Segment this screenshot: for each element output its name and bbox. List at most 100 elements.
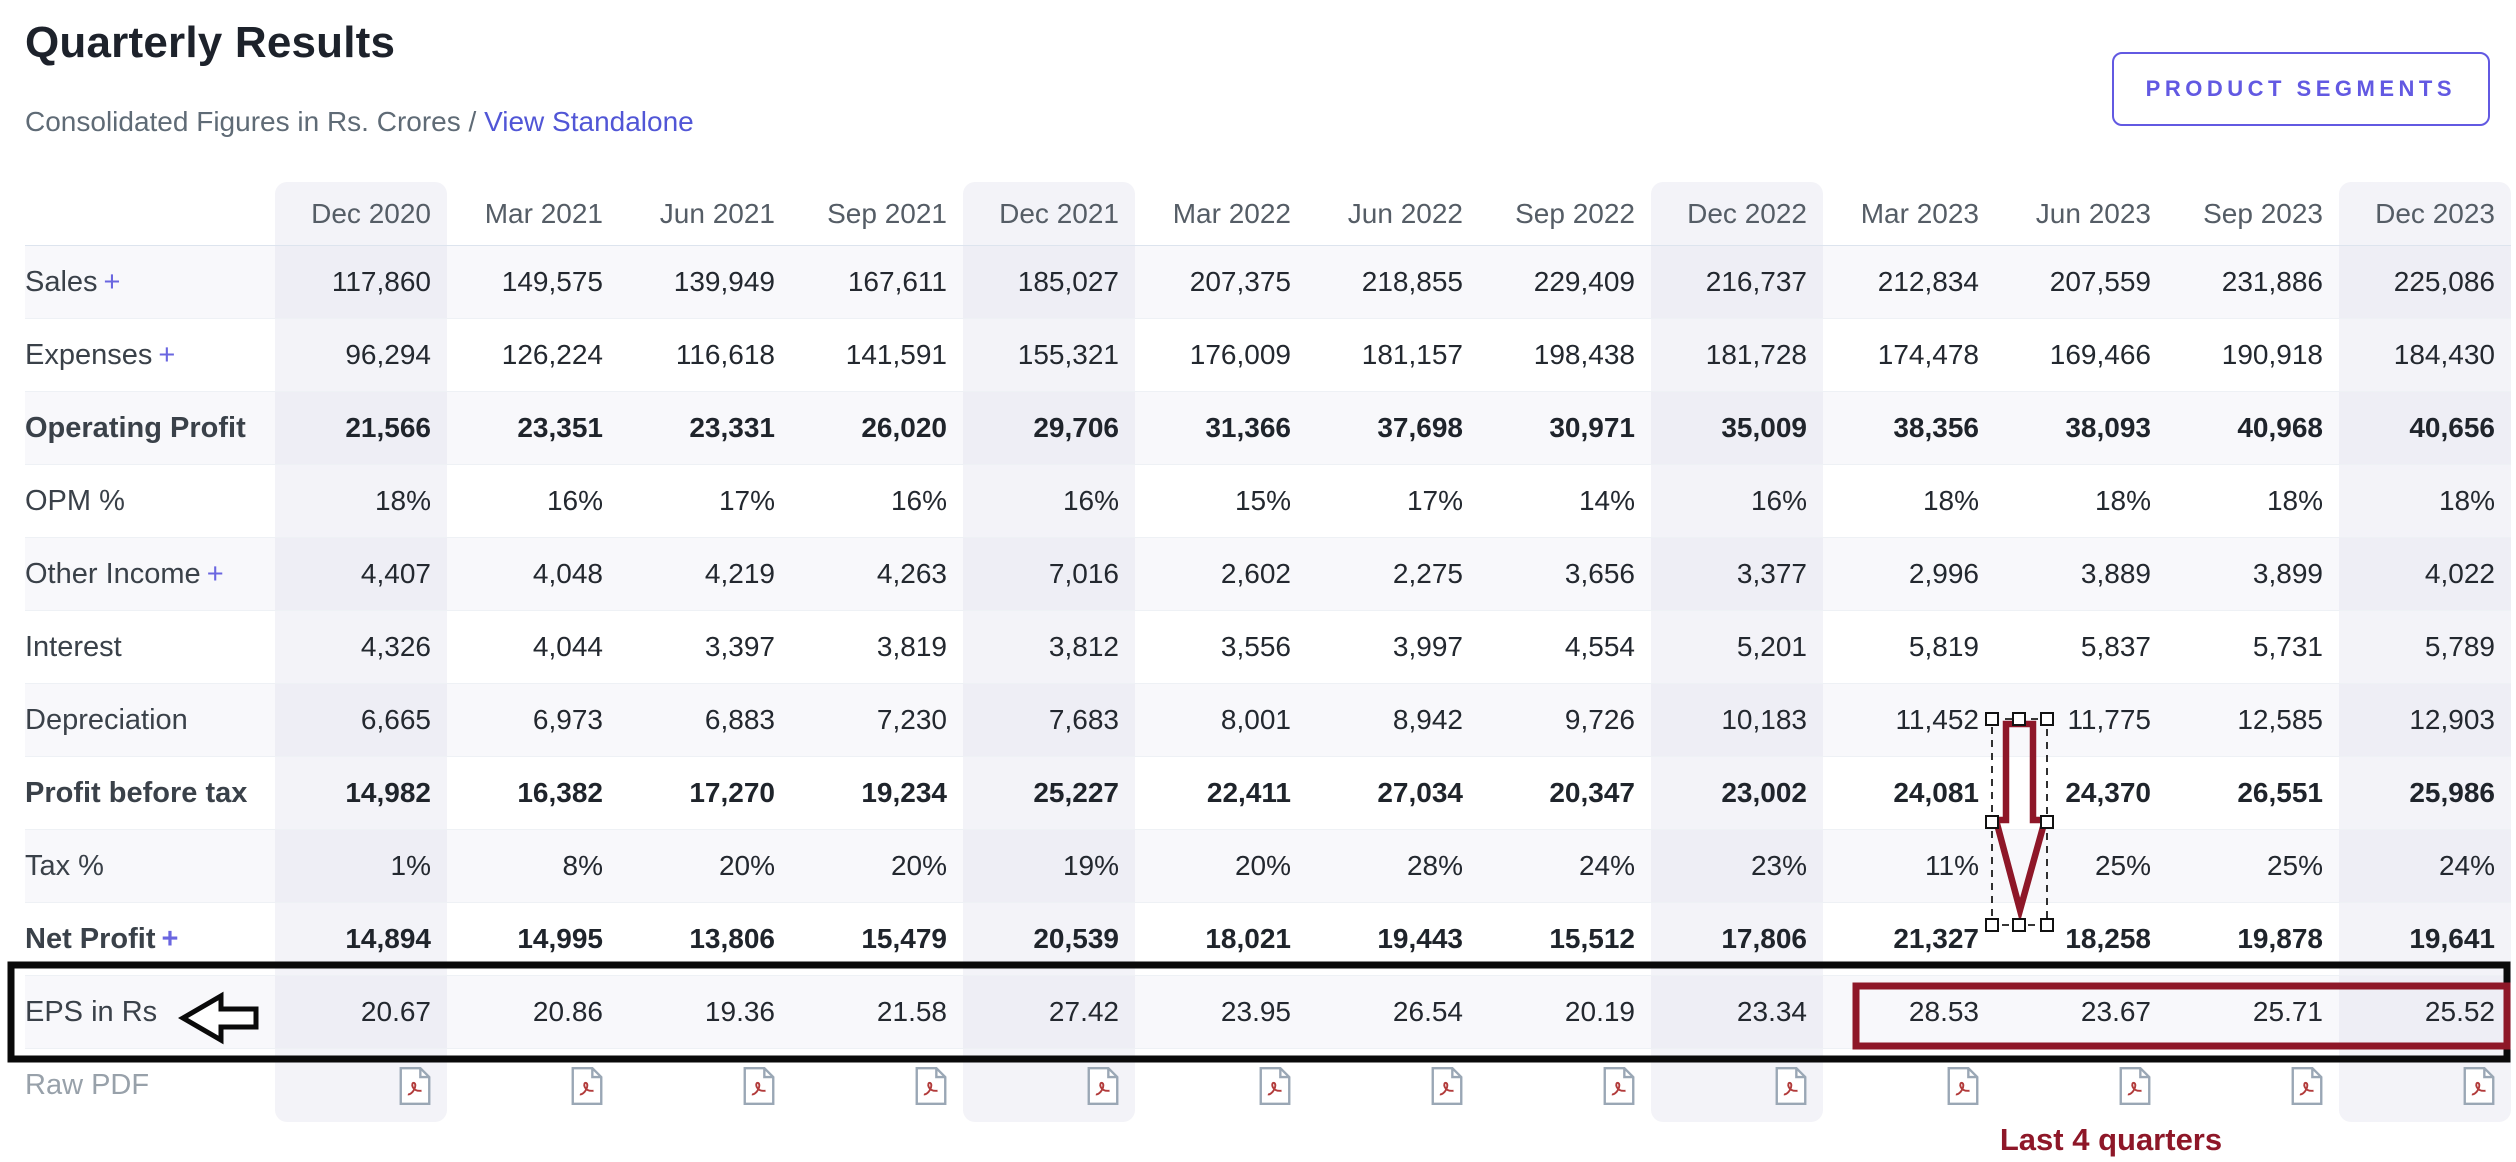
value-cell: 21,327 [1823,903,1995,976]
row-label[interactable]: Other Income + [25,538,275,611]
value-cell: 20% [1135,830,1307,903]
pdf-file-icon[interactable] [2463,1066,2495,1105]
pdf-file-icon[interactable] [571,1066,603,1105]
value-cell: 7,016 [963,538,1135,611]
value-cell: 126,224 [447,319,619,392]
value-cell: 27,034 [1307,757,1479,830]
column-header: Mar 2022 [1135,182,1307,246]
product-segments-button[interactable]: PRODUCT SEGMENTS [2111,52,2490,126]
value-cell: 40,968 [2167,392,2339,465]
pdf-file-icon[interactable] [915,1066,947,1105]
row-label: Tax % [25,830,275,903]
raw-pdf-cell[interactable] [275,1049,447,1122]
pdf-file-icon[interactable] [399,1066,431,1105]
raw-pdf-cell[interactable] [1995,1049,2167,1122]
pdf-file-icon[interactable] [1431,1066,1463,1105]
raw-pdf-cell[interactable] [1135,1049,1307,1122]
subtitle: Consolidated Figures in Rs. Crores / Vie… [25,106,694,138]
table-row: Net Profit +14,894 14,995 13,806 15,479 20,53… [25,903,2511,976]
value-cell: 26.54 [1307,976,1479,1049]
pdf-file-icon[interactable] [1603,1066,1635,1105]
raw-pdf-cell[interactable] [447,1049,619,1122]
value-cell: 25% [2167,830,2339,903]
value-cell: 5,837 [1995,611,2167,684]
raw-pdf-cell[interactable] [1479,1049,1651,1122]
value-cell: 9,726 [1479,684,1651,757]
value-cell: 8,942 [1307,684,1479,757]
value-cell: 190,918 [2167,319,2339,392]
value-cell: 17% [1307,465,1479,538]
table-row: Depreciation 6,665 6,973 6,883 7,230 7,683 8,0… [25,684,2511,757]
value-cell: 20.86 [447,976,619,1049]
view-standalone-link[interactable]: View Standalone [484,106,694,137]
raw-pdf-cell[interactable] [791,1049,963,1122]
value-cell: 25.71 [2167,976,2339,1049]
value-cell: 4,326 [275,611,447,684]
expand-row-toggle[interactable]: + [161,922,179,955]
pdf-file-icon[interactable] [1947,1066,1979,1105]
value-cell: 225,086 [2339,246,2511,319]
row-label: Depreciation [25,684,275,757]
raw-pdf-cell[interactable] [1307,1049,1479,1122]
row-label[interactable]: Sales + [25,246,275,319]
value-cell: 4,407 [275,538,447,611]
value-cell: 23.34 [1651,976,1823,1049]
value-cell: 18,021 [1135,903,1307,976]
value-cell: 18,258 [1995,903,2167,976]
value-cell: 176,009 [1135,319,1307,392]
raw-pdf-cell[interactable] [1823,1049,1995,1122]
value-cell: 26,020 [791,392,963,465]
value-cell: 37,698 [1307,392,1479,465]
pdf-file-icon[interactable] [743,1066,775,1105]
table-row: Tax % 1% 8% 20% 20% 19% 20% 28% 24% 23% 11% 25% 25% 2… [25,830,2511,903]
value-cell: 40,656 [2339,392,2511,465]
value-cell: 3,812 [963,611,1135,684]
raw-pdf-cell[interactable] [2167,1049,2339,1122]
value-cell: 25,227 [963,757,1135,830]
pdf-file-icon[interactable] [1775,1066,1807,1105]
expand-row-toggle[interactable]: + [103,265,121,298]
value-cell: 17% [619,465,791,538]
column-header: Mar 2021 [447,182,619,246]
value-cell: 15% [1135,465,1307,538]
value-cell: 16% [1651,465,1823,538]
expand-row-toggle[interactable]: + [158,338,176,371]
value-cell: 229,409 [1479,246,1651,319]
pdf-file-icon[interactable] [2291,1066,2323,1105]
value-cell: 216,737 [1651,246,1823,319]
raw-pdf-cell[interactable] [963,1049,1135,1122]
value-cell: 38,356 [1823,392,1995,465]
value-cell: 4,022 [2339,538,2511,611]
pdf-file-icon[interactable] [2119,1066,2151,1105]
table-row: Profit before tax 14,982 16,382 17,270 19,23… [25,757,2511,830]
raw-pdf-cell[interactable] [619,1049,791,1122]
row-label: EPS in Rs [25,976,275,1049]
value-cell: 17,270 [619,757,791,830]
row-label[interactable]: Net Profit + [25,903,275,976]
value-cell: 23.67 [1995,976,2167,1049]
value-cell: 198,438 [1479,319,1651,392]
row-label[interactable]: Expenses + [25,319,275,392]
row-label: Operating Profit [25,392,275,465]
value-cell: 14,982 [275,757,447,830]
value-cell: 3,819 [791,611,963,684]
value-cell: 38,093 [1995,392,2167,465]
value-cell: 27.42 [963,976,1135,1049]
empty-header-cell [25,182,275,246]
value-cell: 212,834 [1823,246,1995,319]
expand-row-toggle[interactable]: + [206,557,224,590]
value-cell: 207,559 [1995,246,2167,319]
value-cell: 35,009 [1651,392,1823,465]
value-cell: 3,656 [1479,538,1651,611]
value-cell: 5,819 [1823,611,1995,684]
pdf-file-icon[interactable] [1259,1066,1291,1105]
value-cell: 11,452 [1823,684,1995,757]
pdf-file-icon[interactable] [1087,1066,1119,1105]
raw-pdf-cell[interactable] [2339,1049,2511,1122]
value-cell: 169,466 [1995,319,2167,392]
value-cell: 19,878 [2167,903,2339,976]
value-cell: 207,375 [1135,246,1307,319]
value-cell: 12,585 [2167,684,2339,757]
value-cell: 218,855 [1307,246,1479,319]
raw-pdf-cell[interactable] [1651,1049,1823,1122]
